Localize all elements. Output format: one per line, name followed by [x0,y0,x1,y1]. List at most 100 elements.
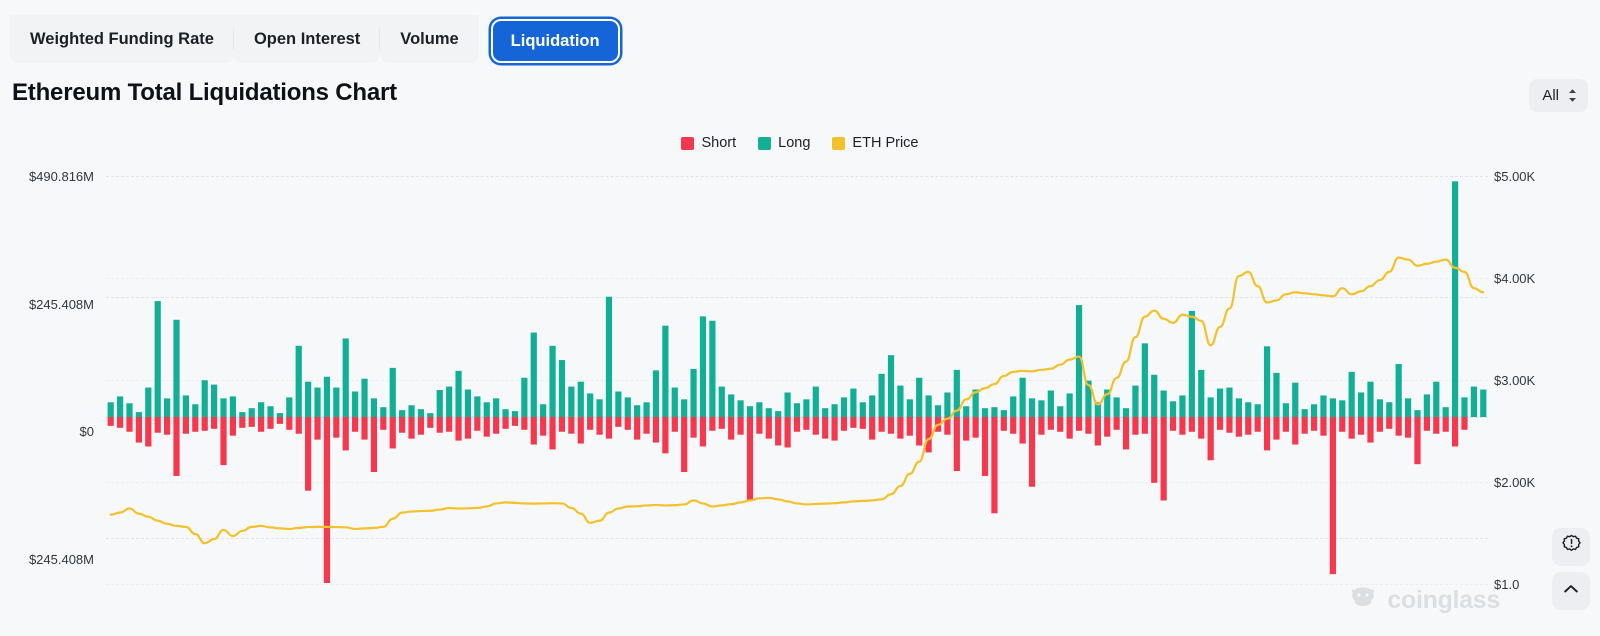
legend-item-short[interactable]: Short [681,135,736,151]
bar-short [1028,417,1036,487]
bar-long [624,397,631,418]
bar-long [558,360,566,418]
bar-short [1057,417,1064,432]
bar-short [1094,417,1101,446]
bar-long [699,316,707,418]
bar-long [361,378,368,418]
legend-item-long[interactable]: Long [758,135,810,151]
bar-long [1094,402,1101,418]
bar-long [126,403,133,418]
bar-short [1188,417,1195,432]
bar-long [652,370,660,418]
bar-long [596,399,603,418]
bar-short [1151,417,1158,483]
bar-long [577,381,584,418]
bar-long [1000,410,1007,418]
bar-long [690,368,697,418]
bar-long [286,397,293,418]
time-range-select[interactable]: All [1529,79,1588,112]
bar-short [295,417,302,434]
bar-short [953,417,960,472]
bar-long [681,399,688,418]
bar-long [239,412,246,418]
bar-long [1010,396,1017,418]
left-axis-tick-0: $490.816M [28,169,94,184]
bar-long [1470,386,1477,418]
bar-long [446,386,453,418]
bar-long [1395,363,1402,418]
bar-short [455,417,462,441]
bar-long [1273,372,1280,418]
bar-short [1141,417,1148,434]
bar-short [746,417,754,501]
bar-long [972,389,979,418]
bar-long [1329,398,1336,418]
bar-short [239,417,246,428]
bar-long [1367,381,1374,418]
bar-long [662,325,669,418]
tab-weighted-funding-rate[interactable]: Weighted Funding Rate [10,15,234,63]
bar-short [446,417,453,432]
bar-long [399,410,406,418]
bar-long [1263,346,1271,418]
bar-short [1433,417,1440,434]
bar-short [211,417,218,429]
bar-short [981,417,989,476]
bar-short [248,417,255,427]
bar-long [822,408,829,418]
bar-long [1404,398,1412,418]
bar-long [963,406,970,418]
bar-short [286,417,293,430]
bar-long [1451,181,1459,418]
bar-short [605,417,613,439]
bar-short [521,417,528,430]
bar-short [718,417,725,429]
bar-short [1329,417,1336,575]
bar-long [1075,305,1083,418]
bar-short [699,417,707,447]
legend-item-eth-price[interactable]: ETH Price [832,135,919,151]
legend-swatch-eth-price [832,136,846,150]
bar-long [1226,387,1233,418]
chart-canvas[interactable] [0,160,1600,606]
bar-long [370,398,378,418]
bar-long [276,413,284,418]
bar-long [1414,410,1421,418]
bar-long [1019,377,1026,418]
bar-short [1245,417,1252,435]
bar-short [417,417,425,435]
bar-short [323,417,331,583]
bar-short [925,417,932,453]
tab-liquidation[interactable]: Liquidation [490,19,620,63]
left-axis-tick-1: $245.408M [28,297,94,312]
alert-badge-icon-button[interactable] [1552,528,1590,566]
bar-short [887,417,895,434]
bar-long [587,393,594,418]
bar-long [182,395,190,418]
bar-long [869,395,876,418]
bar-short [540,417,547,436]
bar-long [145,387,152,418]
bar-long [803,399,810,418]
bar-long [511,411,519,418]
bar-long [521,377,528,418]
bar-short [436,417,443,433]
bar-short [399,417,406,433]
bar-short [1019,417,1026,444]
bar-short [681,417,688,473]
scroll-to-top-button[interactable] [1552,572,1590,610]
bar-long [1179,395,1186,418]
bar-long [1216,388,1224,418]
tab-volume[interactable]: Volume [380,15,479,63]
bar-short [1104,417,1111,437]
bar-short [652,417,660,443]
bar-long [417,409,425,418]
bar-long [897,385,904,418]
bar-long [1235,398,1242,418]
bar-long [634,405,641,418]
bar-short [1132,417,1139,435]
tab-open-interest[interactable]: Open Interest [233,15,381,63]
bar-long [295,345,302,418]
bar-long [605,296,613,418]
bar-long [643,402,650,418]
